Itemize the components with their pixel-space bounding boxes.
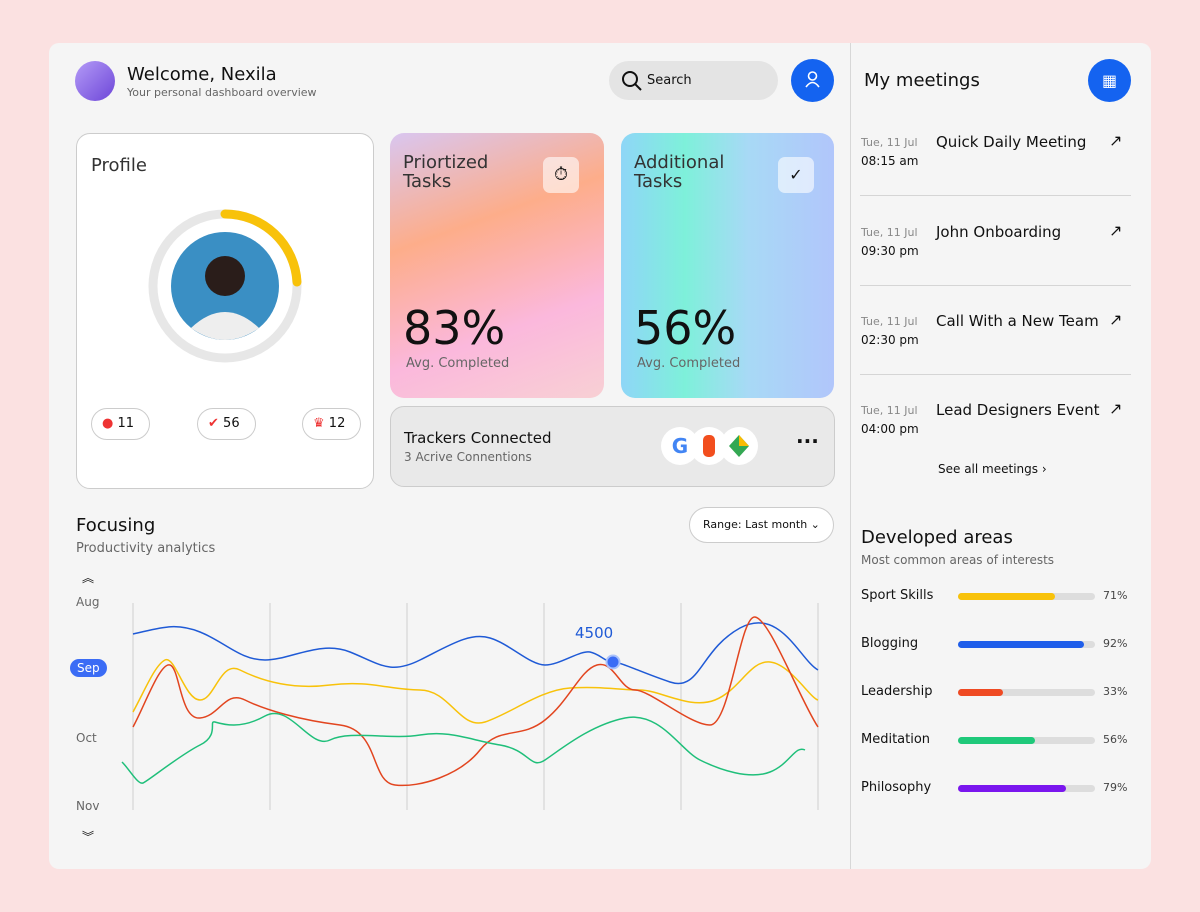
stat-pill: ✔ 56 xyxy=(197,408,256,440)
highlight-label: 4500 xyxy=(575,624,614,642)
stat-pill: ● 11 xyxy=(91,408,150,440)
area-label: 71% xyxy=(1103,589,1128,602)
task-caption: Avg. Completed xyxy=(637,356,741,371)
more-button[interactable]: ··· xyxy=(796,429,819,453)
area-bar xyxy=(958,785,1067,792)
separator xyxy=(860,374,1131,375)
trackers-subtitle: 3 Acrive Connentions xyxy=(404,450,532,464)
task-caption: Avg. Completed xyxy=(406,356,510,371)
meeting-date: Tue, 11 Jul xyxy=(861,136,918,149)
see-all-text: See all meetings xyxy=(938,462,1039,476)
task-card: Priortized Tasks ⏱ 83% Avg. Completed xyxy=(390,133,604,398)
task-title: Priortized Tasks xyxy=(403,152,489,192)
see-all-link[interactable]: See all meetings › xyxy=(938,462,1047,476)
meeting-date: Tue, 11 Jul xyxy=(861,226,918,239)
search-box[interactable]: Search xyxy=(609,61,778,100)
month-label: Oct xyxy=(76,731,97,745)
profile-ring xyxy=(148,209,302,363)
meeting-time: 04:00 pm xyxy=(861,422,919,436)
areas-title: Developed areas xyxy=(861,527,1013,548)
profile-title: Profile xyxy=(91,155,147,176)
task-card: Additional Tasks ✓ 56% Avg. Completed xyxy=(621,133,834,398)
profile-card: Profile ● 11 ✔ 56 ♛ 12 xyxy=(76,133,374,489)
welcome-title: Welcome, Nexila xyxy=(127,64,277,85)
area-track xyxy=(958,689,1095,696)
user-button[interactable] xyxy=(791,59,834,102)
trackers-card: Trackers Connected 3 Acrive Connentions … xyxy=(390,406,835,487)
area-label: 33% xyxy=(1103,685,1128,698)
area-name: Leadership xyxy=(861,684,933,699)
area-label: 56% xyxy=(1103,733,1128,746)
search-icon xyxy=(622,71,642,91)
separator xyxy=(860,285,1131,286)
tracker-icons: G xyxy=(661,427,758,465)
area-label: 92% xyxy=(1103,637,1128,650)
task-title: Additional Tasks xyxy=(634,152,725,192)
scroll-down[interactable]: ︾ xyxy=(82,830,95,844)
meeting-time: 09:30 pm xyxy=(861,244,919,258)
trackers-title: Trackers Connected xyxy=(404,429,552,447)
meeting-date: Tue, 11 Jul xyxy=(861,404,918,417)
logo xyxy=(75,61,115,101)
focus-chart xyxy=(121,603,819,810)
stat-value: 56 xyxy=(223,416,240,431)
meeting-name: Lead Designers Event xyxy=(936,401,1100,419)
svg-text:G: G xyxy=(672,434,688,458)
month-label-active: Sep xyxy=(70,659,107,677)
area-bar xyxy=(958,593,1056,600)
area-name: Sport Skills xyxy=(861,588,934,603)
stat-pill: ♛ 12 xyxy=(302,408,361,440)
task-value: 56% xyxy=(634,301,737,355)
stat-value: 12 xyxy=(328,416,346,431)
area-name: Meditation xyxy=(861,732,931,747)
month-label: Aug xyxy=(76,595,100,609)
meeting-arrow[interactable]: ↗ xyxy=(1109,221,1123,240)
area-label: 79% xyxy=(1103,781,1128,794)
check-icon: ✓ xyxy=(778,157,814,193)
meeting-name: Call With a New Team xyxy=(936,312,1099,330)
meeting-date: Tue, 11 Jul xyxy=(861,315,918,328)
divider xyxy=(850,43,851,869)
meeting-name: Quick Daily Meeting xyxy=(936,133,1087,151)
meetings-title: My meetings xyxy=(864,70,980,91)
timer-icon: ⏱ xyxy=(543,157,579,193)
area-name: Philosophy xyxy=(861,780,932,795)
range-dropdown[interactable]: Range: Last month ⌄ xyxy=(689,507,834,543)
month-label: Nov xyxy=(76,799,100,813)
area-bar xyxy=(958,641,1085,648)
focusing-title: Focusing xyxy=(76,515,156,536)
range-label: Range: Last month xyxy=(703,518,808,531)
stat-value: 11 xyxy=(117,416,135,431)
meeting-arrow[interactable]: ↗ xyxy=(1109,131,1123,150)
calendar-button[interactable]: ▦ xyxy=(1088,59,1131,102)
user-icon xyxy=(805,71,820,88)
meeting-name: John Onboarding xyxy=(936,223,1062,241)
areas-subtitle: Most common areas of interests xyxy=(861,553,1055,567)
area-name: Blogging xyxy=(861,636,919,651)
area-bar xyxy=(958,689,1004,696)
dashboard: Welcome, Nexila Your personal dashboard … xyxy=(49,43,1151,869)
search-placeholder: Search xyxy=(647,73,692,88)
meeting-time: 08:15 am xyxy=(861,154,919,168)
task-value: 83% xyxy=(403,301,506,355)
separator xyxy=(860,195,1131,196)
meeting-arrow[interactable]: ↗ xyxy=(1109,310,1123,329)
area-bar xyxy=(958,737,1035,744)
focusing-subtitle: Productivity analytics xyxy=(76,541,216,556)
scroll-up[interactable]: ︽ xyxy=(82,571,95,585)
meeting-time: 02:30 pm xyxy=(861,333,919,347)
meeting-arrow[interactable]: ↗ xyxy=(1109,399,1123,418)
welcome-subtitle: Your personal dashboard overview xyxy=(127,86,317,99)
